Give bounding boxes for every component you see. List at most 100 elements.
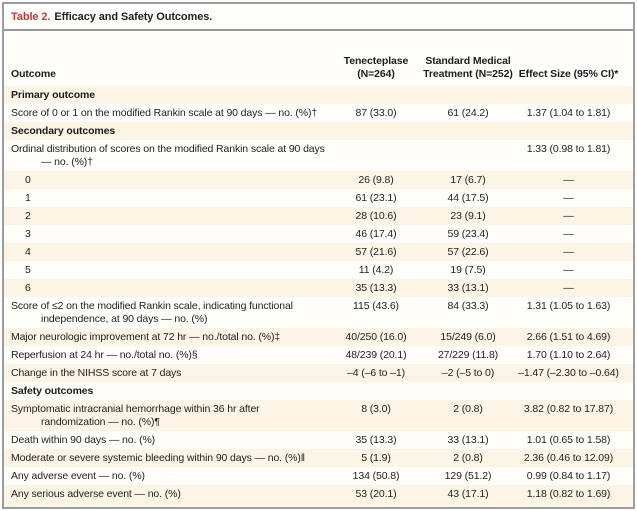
table-title-text: Efficacy and Safety Outcomes. <box>54 10 213 23</box>
standard-treatment-value-cell: 61 (24.2) <box>447 107 489 119</box>
table-row: Any serious adverse event — no. (%) 53 (… <box>4 485 633 503</box>
table-row: Score of ≤2 on the modified Rankin scale… <box>4 297 633 328</box>
table-body: Primary outcome Score of 0 or 1 on the m… <box>4 86 633 503</box>
effect-size-value-cell: 0.99 (0.84 to 1.17) <box>526 470 611 482</box>
standard-treatment-value-cell: 33 (13.1) <box>447 434 489 446</box>
tenecteplase-value-cell: 26 (9.8) <box>358 174 394 186</box>
section-header-row: Primary outcome <box>4 86 633 104</box>
standard-treatment-value-cell <box>420 89 516 102</box>
standard-treatment-value-cell: 2 (0.8) <box>453 403 483 415</box>
standard-treatment-value-cell: 43 (17.1) <box>447 488 489 500</box>
tenecteplase-value-cell: 40/250 (16.0) <box>345 331 407 343</box>
standard-treatment-value-cell: 27/229 (11.8) <box>437 349 499 361</box>
tenecteplase-value-cell <box>332 125 420 138</box>
column-divider <box>516 507 517 509</box>
outcome-cell: Reperfusion at 24 hr — no./total no. (%)… <box>11 349 198 361</box>
table-row: 2 28 (10.6) 23 (9.1) — <box>4 207 633 225</box>
effect-size-value-cell: — <box>563 282 574 294</box>
standard-treatment-value-cell <box>420 143 516 169</box>
outcome-cell: Symptomatic intracranial hemorrhage with… <box>11 403 260 428</box>
standard-treatment-value-cell: 57 (22.6) <box>447 246 489 258</box>
outcome-cell: Primary outcome <box>11 89 95 101</box>
effect-size-value-cell: –1.47 (–2.30 to –0.64) <box>518 367 619 379</box>
table-bottom-filler <box>4 503 633 507</box>
outcome-cell: 1 <box>25 192 31 204</box>
tenecteplase-value-cell: 115 (43.6) <box>353 300 399 312</box>
outcome-cell: 3 <box>25 228 31 240</box>
effect-size-value-cell <box>516 125 633 138</box>
tenecteplase-value-cell: 35 (13.3) <box>355 282 397 294</box>
tenecteplase-value-cell <box>332 143 420 169</box>
standard-treatment-value-cell <box>420 125 516 138</box>
tenecteplase-value-cell: 28 (10.6) <box>355 210 397 222</box>
standard-treatment-value-cell: 23 (9.1) <box>450 210 486 222</box>
effect-size-value-cell: 3.82 (0.82 to 17.87) <box>523 403 614 415</box>
tenecteplase-value-cell: 48/239 (20.1) <box>345 349 407 361</box>
table-number-label: Table 2. <box>11 10 51 23</box>
standard-treatment-value-cell: 15/249 (6.0) <box>440 331 496 343</box>
effect-size-value-cell: 2.36 (0.46 to 12.09) <box>523 452 614 464</box>
outcome-cell: Death within 90 days — no. (%) <box>11 434 156 446</box>
outcome-cell: 6 <box>25 282 31 294</box>
effect-size-value-cell: — <box>563 264 574 276</box>
table-row: 4 57 (21.6) 57 (22.6) — <box>4 243 633 261</box>
table-row: Ordinal distribution of scores on the mo… <box>4 140 633 171</box>
standard-treatment-value-cell: –2 (–5 to 0) <box>441 367 495 379</box>
table-row: 3 46 (17.4) 59 (23.4) — <box>4 225 633 243</box>
tenecteplase-value-cell <box>332 385 420 398</box>
standard-treatment-value-cell <box>420 385 516 398</box>
effect-size-value-cell: — <box>563 174 574 186</box>
outcome-cell: Safety outcomes <box>11 385 94 397</box>
outcome-cell: Any adverse event — no. (%) <box>11 470 145 482</box>
effect-size-value-cell: — <box>563 210 574 222</box>
tenecteplase-value-cell: 134 (50.8) <box>352 470 400 482</box>
table-row: Reperfusion at 24 hr — no./total no. (%)… <box>4 346 633 364</box>
tenecteplase-value-cell: 46 (17.4) <box>355 228 397 240</box>
effect-size-value-cell: — <box>563 246 574 258</box>
effect-size-value-cell: 1.01 (0.65 to 1.58) <box>526 434 611 446</box>
section-header-row: Safety outcomes <box>4 382 633 400</box>
outcome-cell: Moderate or severe systemic bleeding wit… <box>11 452 305 464</box>
table-row: Score of 0 or 1 on the modified Rankin s… <box>4 104 633 122</box>
column-divider <box>332 507 333 509</box>
column-header-tenecteplase: Tenecteplase (N=264) <box>343 55 409 80</box>
table-row: Any adverse event — no. (%) 134 (50.8) 1… <box>4 467 633 485</box>
tenecteplase-value-cell: 57 (21.6) <box>355 246 397 258</box>
table-row: 5 11 (4.2) 19 (7.5) — <box>4 261 633 279</box>
outcome-cell: Any serious adverse event — no. (%) <box>11 488 181 500</box>
standard-treatment-value-cell: 17 (6.7) <box>450 174 486 186</box>
table-row: Symptomatic intracranial hemorrhage with… <box>4 400 633 431</box>
effect-size-value-cell: — <box>563 192 574 204</box>
standard-treatment-value-cell: 59 (23.4) <box>447 228 489 240</box>
outcome-cell: 4 <box>25 246 31 258</box>
outcome-cell: 0 <box>25 174 31 186</box>
section-header-row: Secondary outcomes <box>4 122 633 140</box>
outcome-cell: Secondary outcomes <box>11 125 116 137</box>
tenecteplase-value-cell: 35 (13.3) <box>355 434 397 446</box>
column-header-effect-size: Effect Size (95% CI)* <box>518 67 619 80</box>
tenecteplase-value-cell <box>332 89 420 102</box>
effect-size-value-cell <box>516 89 633 102</box>
tenecteplase-value-cell: 61 (23.1) <box>355 192 397 204</box>
outcome-cell: Score of ≤2 on the modified Rankin scale… <box>11 300 293 325</box>
tenecteplase-value-cell: 11 (4.2) <box>358 264 394 276</box>
tenecteplase-value-cell: 53 (20.1) <box>355 488 397 500</box>
column-header-row: Outcome Tenecteplase (N=264) Standard Me… <box>4 31 633 86</box>
effect-size-value-cell <box>516 385 633 398</box>
column-header-outcome: Outcome <box>11 68 56 80</box>
standard-treatment-value-cell: 33 (13.1) <box>447 282 489 294</box>
effect-size-value-cell: 1.37 (1.04 to 1.81) <box>526 107 611 119</box>
effect-size-value-cell: 1.33 (0.98 to 1.81) <box>526 143 611 155</box>
tenecteplase-value-cell: 8 (3.0) <box>361 403 391 415</box>
table-row: Moderate or severe systemic bleeding wit… <box>4 449 633 467</box>
outcome-cell: Score of 0 or 1 on the modified Rankin s… <box>11 107 318 119</box>
table-row: Major neurologic improvement at 72 hr — … <box>4 328 633 346</box>
standard-treatment-value-cell: 2 (0.8) <box>453 452 483 464</box>
standard-treatment-value-cell: 44 (17.5) <box>447 192 489 204</box>
standard-treatment-value-cell: 84 (33.3) <box>447 300 489 312</box>
table-row: Death within 90 days — no. (%) 35 (13.3)… <box>4 431 633 449</box>
effect-size-value-cell: 1.18 (0.82 to 1.69) <box>526 488 611 500</box>
tenecteplase-value-cell: 5 (1.9) <box>361 452 391 464</box>
